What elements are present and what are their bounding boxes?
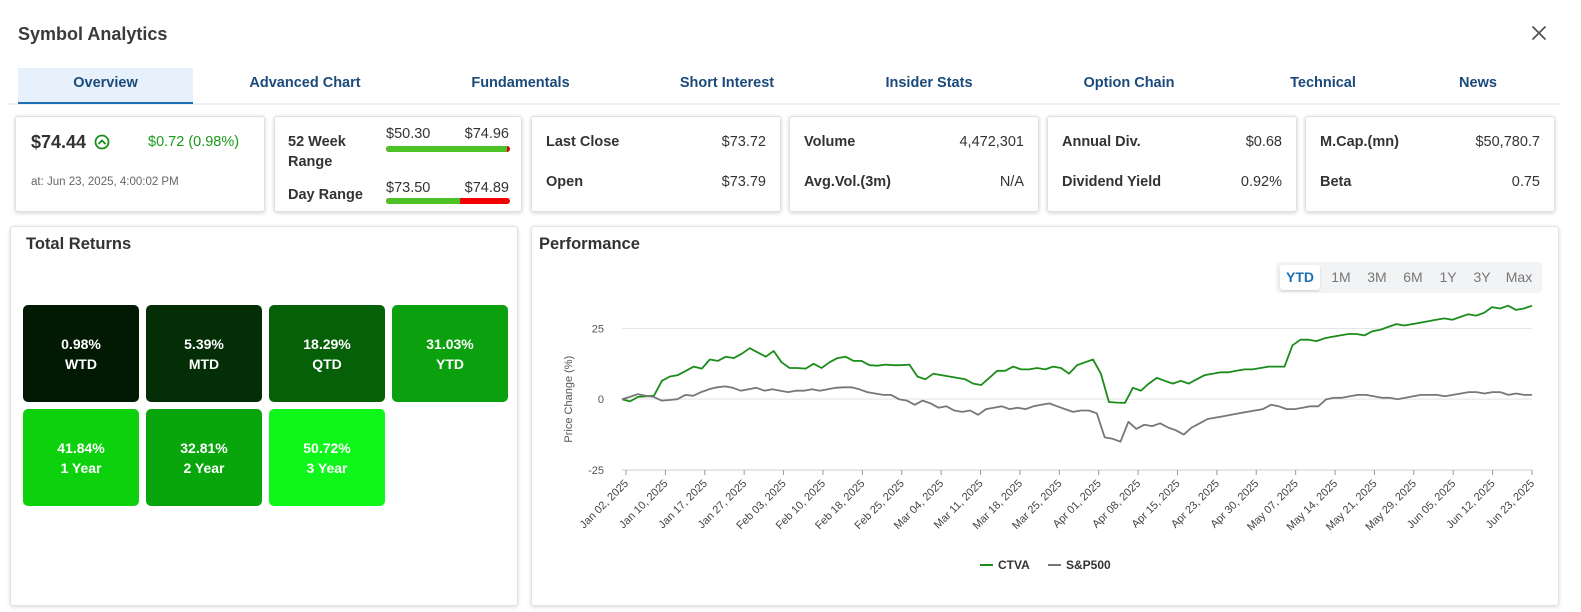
arrow-up-circle-icon xyxy=(94,134,110,150)
last-close-value: $73.72 xyxy=(721,134,766,150)
week52-high: $74.96 xyxy=(464,126,509,142)
tab-news[interactable]: News xyxy=(1459,75,1497,91)
market-cap-label: M.Cap.(mn) xyxy=(1320,134,1399,150)
dividend-yield-label: Dividend Yield xyxy=(1062,174,1162,190)
price-card: $74.44 $0.72 (0.98%) at: Jun 23, 2025, 4… xyxy=(15,116,265,212)
series-line-ctva xyxy=(621,304,1533,404)
range-ytd-button[interactable]: YTD xyxy=(1280,265,1320,290)
return-value: 18.29% xyxy=(303,336,351,352)
performance-title: Performance xyxy=(539,235,640,253)
price-change: $0.72 (0.98%) xyxy=(148,134,240,150)
close-icon[interactable] xyxy=(1528,22,1550,44)
open-label: Open xyxy=(546,174,584,190)
market-cap-card: M.Cap.(mn) $50,780.7 Beta 0.75 xyxy=(1305,116,1555,212)
volume-label: Volume xyxy=(804,134,856,150)
avg-volume-value: N/A xyxy=(999,174,1024,190)
return-tile-mtd[interactable]: 5.39% MTD xyxy=(146,305,262,402)
annual-div-label: Annual Div. xyxy=(1062,134,1141,150)
y-axis-label: Price Change (%) xyxy=(563,356,575,443)
tabs-divider xyxy=(8,103,1560,105)
tab-advanced-chart[interactable]: Advanced Chart xyxy=(249,75,361,91)
range-3m-button[interactable]: 3M xyxy=(1367,269,1387,285)
quote-timestamp: at: Jun 23, 2025, 4:00:02 PM xyxy=(31,176,179,188)
return-value: 5.39% xyxy=(184,336,224,352)
dividend-yield-value: 0.92% xyxy=(1240,174,1282,190)
tab-overview[interactable]: Overview xyxy=(18,68,193,104)
market-cap-value: $50,780.7 xyxy=(1475,134,1540,150)
return-tile-1-year[interactable]: 41.84% 1 Year xyxy=(23,409,139,506)
return-period: 2 Year xyxy=(183,460,225,476)
dividend-card: Annual Div. $0.68 Dividend Yield 0.92% xyxy=(1047,116,1297,212)
range-card: 52 Week Range $50.30 $74.96 Day Range $7… xyxy=(274,116,522,212)
week52-low: $50.30 xyxy=(386,126,431,142)
return-value: 0.98% xyxy=(61,336,101,352)
day-low: $73.50 xyxy=(386,180,431,196)
current-price: $74.44 xyxy=(31,132,87,152)
tab-technical[interactable]: Technical xyxy=(1290,75,1356,91)
close-button[interactable] xyxy=(1528,22,1550,44)
return-value: 41.84% xyxy=(57,440,105,456)
return-tile-2-year[interactable]: 32.81% 2 Year xyxy=(146,409,262,506)
range-1m-button[interactable]: 1M xyxy=(1331,269,1351,285)
week52-range-fill xyxy=(386,146,508,152)
week52-range-label: 52 Week Range xyxy=(288,134,346,170)
total-returns-title: Total Returns xyxy=(26,235,132,253)
y-tick-label: -25 xyxy=(588,465,604,477)
week52-range-bar xyxy=(386,146,510,152)
return-value: 32.81% xyxy=(180,440,228,456)
volume-card: Volume 4,472,301 Avg.Vol.(3m) N/A xyxy=(789,116,1039,212)
tab-short-interest[interactable]: Short Interest xyxy=(679,75,775,91)
return-tile-3-year[interactable]: 50.72% 3 Year xyxy=(269,409,385,506)
return-period: 3 Year xyxy=(306,460,348,476)
return-period: WTD xyxy=(65,356,97,372)
beta-value: 0.75 xyxy=(1511,174,1540,190)
return-period: MTD xyxy=(188,356,220,372)
open-value: $73.79 xyxy=(721,174,766,190)
return-value: 31.03% xyxy=(426,336,474,352)
tab-insider-stats[interactable]: Insider Stats xyxy=(885,75,973,91)
y-tick-label: 0 xyxy=(598,394,604,406)
close-open-card: Last Close $73.72 Open $73.79 xyxy=(531,116,781,212)
return-tile-qtd[interactable]: 18.29% QTD xyxy=(269,305,385,402)
day-high: $74.89 xyxy=(464,180,509,196)
tab-option-chain[interactable]: Option Chain xyxy=(1083,75,1175,91)
return-tile-wtd[interactable]: 0.98% WTD xyxy=(23,305,139,402)
tab-bar: Overview Advanced Chart Fundamentals Sho… xyxy=(18,68,1558,104)
avg-volume-label: Avg.Vol.(3m) xyxy=(804,174,892,190)
range-1y-button[interactable]: 1Y xyxy=(1439,269,1457,285)
legend-label: CTVA xyxy=(998,558,1030,572)
return-tile-ytd[interactable]: 31.03% YTD xyxy=(392,305,508,402)
range-max-button[interactable]: Max xyxy=(1505,269,1533,285)
day-range-bar xyxy=(386,198,510,204)
annual-div-value: $0.68 xyxy=(1245,134,1282,150)
total-returns-panel: Total Returns 0.98% WTD 5.39% MTD 18.29%… xyxy=(10,226,518,606)
return-period: 1 Year xyxy=(60,460,102,476)
y-tick-label: 25 xyxy=(592,323,604,335)
volume-value: 4,472,301 xyxy=(959,134,1024,150)
range-3y-button[interactable]: 3Y xyxy=(1473,269,1491,285)
last-close-label: Last Close xyxy=(546,134,620,150)
tab-fundamentals[interactable]: Fundamentals xyxy=(471,75,570,91)
return-value: 50.72% xyxy=(303,440,351,456)
dialog-title: Symbol Analytics xyxy=(18,24,168,44)
day-range-fill xyxy=(386,198,461,204)
legend-label: S&P500 xyxy=(1066,558,1111,572)
day-range-label: Day Range xyxy=(288,187,363,203)
return-period: YTD xyxy=(436,356,464,372)
time-range-selector: YTD 1M 3M 6M 1Y 3Y Max xyxy=(1276,262,1542,293)
series-line-sp500 xyxy=(621,385,1532,443)
range-6m-button[interactable]: 6M xyxy=(1403,269,1423,285)
beta-label: Beta xyxy=(1320,174,1352,190)
return-period: QTD xyxy=(312,356,342,372)
